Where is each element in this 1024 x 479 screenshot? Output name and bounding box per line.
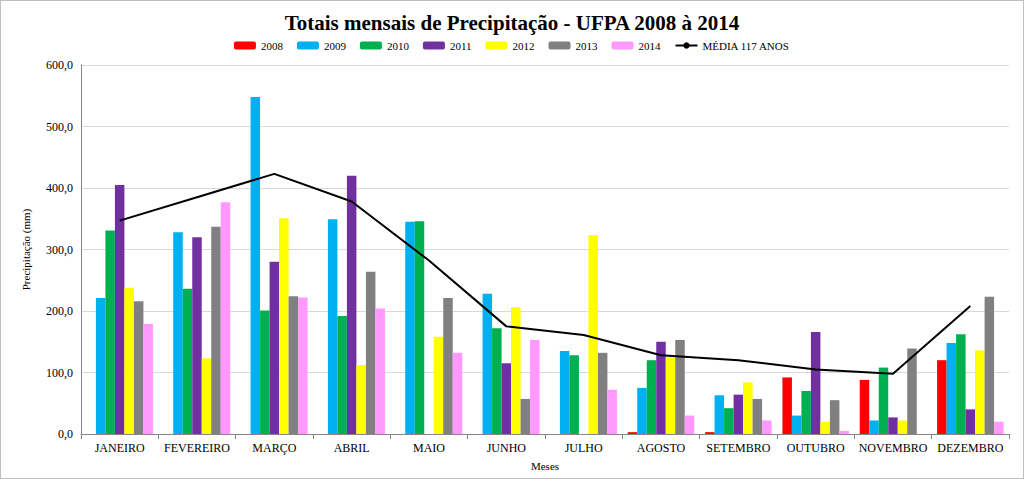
svg-text:DEZEMBRO: DEZEMBRO — [937, 441, 1003, 455]
svg-text:JANEIRO: JANEIRO — [95, 441, 145, 455]
svg-text:MAIO: MAIO — [413, 441, 445, 455]
svg-text:200,0: 200,0 — [46, 304, 73, 318]
svg-text:400,0: 400,0 — [46, 181, 73, 195]
svg-text:AGOSTO: AGOSTO — [637, 441, 686, 455]
svg-text:300,0: 300,0 — [46, 243, 73, 257]
svg-text:2008: 2008 — [261, 40, 284, 52]
svg-text:2013: 2013 — [576, 40, 599, 52]
svg-text:MÉDIA 117 ANOS: MÉDIA 117 ANOS — [703, 40, 789, 52]
svg-text:500,0: 500,0 — [46, 120, 73, 134]
svg-text:600,0: 600,0 — [46, 58, 73, 72]
svg-text:SETEMBRO: SETEMBRO — [706, 441, 770, 455]
svg-text:Precipitação (mm): Precipitação (mm) — [20, 208, 33, 290]
svg-text:2014: 2014 — [639, 40, 662, 52]
svg-text:Meses: Meses — [531, 460, 559, 472]
svg-text:0,0: 0,0 — [58, 427, 73, 441]
svg-text:2011: 2011 — [450, 40, 472, 52]
svg-text:2010: 2010 — [387, 40, 410, 52]
svg-text:JUNHO: JUNHO — [487, 441, 527, 455]
svg-text:100,0: 100,0 — [46, 366, 73, 380]
svg-text:Totais mensais de Precipitação: Totais mensais de Precipitação - UFPA 20… — [285, 11, 740, 35]
svg-text:2012: 2012 — [513, 40, 535, 52]
svg-text:JULHO: JULHO — [565, 441, 603, 455]
svg-text:FEVEREIRO: FEVEREIRO — [164, 441, 230, 455]
svg-text:NOVEMBRO: NOVEMBRO — [859, 441, 928, 455]
svg-text:ABRIL: ABRIL — [334, 441, 370, 455]
svg-text:OUTUBRO: OUTUBRO — [787, 441, 845, 455]
svg-text:2009: 2009 — [324, 40, 347, 52]
svg-text:MARÇO: MARÇO — [252, 441, 296, 455]
